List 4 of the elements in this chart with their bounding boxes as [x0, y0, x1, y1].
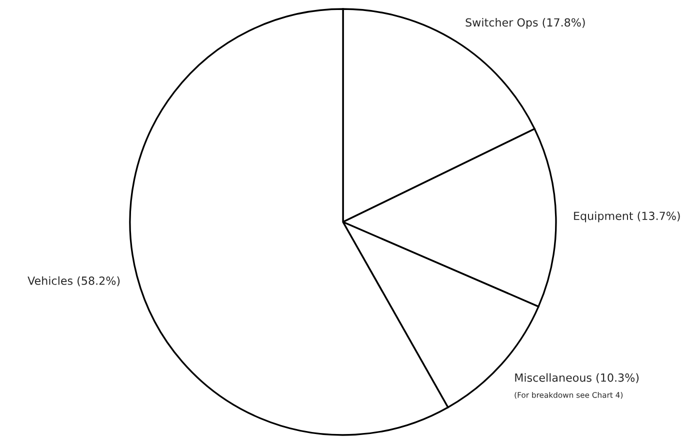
- slice-label: Vehicles (58.2%): [28, 276, 120, 286]
- slice-label: Switcher Ops (17.8%): [466, 18, 585, 29]
- slice-label: Equipment (13.7%): [574, 211, 680, 222]
- slice-label: Miscellaneous (10.3%): [515, 373, 639, 384]
